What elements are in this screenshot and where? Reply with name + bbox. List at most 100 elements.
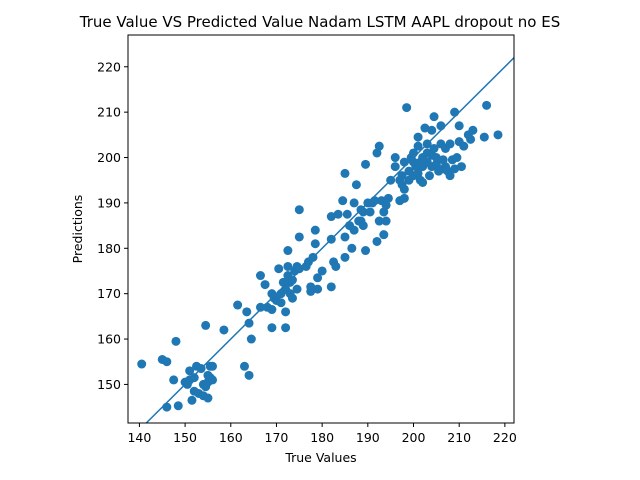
data-point [201,320,211,330]
data-point [169,375,179,385]
data-point [338,196,348,206]
data-point [468,125,478,135]
data-point [399,193,409,203]
data-point [185,366,195,376]
data-point [306,282,316,292]
y-tick-label: 150 [97,377,121,392]
plot-frame [127,34,515,424]
data-point [379,207,389,217]
chart-title: True Value VS Predicted Value Nadam LSTM… [79,13,561,31]
data-point [267,305,277,315]
data-point [365,207,375,217]
data-point [372,236,382,246]
data-point [278,277,288,287]
data-point [399,184,409,194]
data-point [427,125,437,135]
data-point [424,171,434,181]
y-axis-label: Predictions [70,195,85,264]
data-point [196,364,206,374]
x-tick-label: 140 [127,430,151,445]
data-point [326,282,336,292]
data-point [342,209,352,219]
x-axis: 140 150 160 170 180 190 200 210 220 [127,423,517,445]
data-point [454,121,464,131]
y-tick-label: 190 [97,195,121,210]
x-tick-label: 210 [447,430,471,445]
data-point [459,141,469,151]
data-point [173,401,183,411]
data-point [283,246,293,256]
data-point [399,157,409,167]
data-point [386,175,396,185]
data-point [493,130,503,140]
data-point [431,159,441,169]
data-point [452,153,462,163]
data-point [310,239,320,249]
data-point [361,159,371,169]
data-point [233,300,243,310]
data-point [479,132,489,142]
data-point [294,232,304,242]
data-point [374,141,384,151]
data-point [244,318,254,328]
data-point [326,212,336,222]
data-point [429,143,439,153]
data-point [347,243,357,253]
data-point [267,323,277,333]
data-point [255,271,265,281]
data-point [310,225,320,235]
data-point [208,375,218,385]
data-point [413,168,423,178]
y-axis: 150 160 170 180 190 200 210 220 [97,59,128,392]
data-point [429,112,439,122]
data-point [370,196,380,206]
data-point [281,323,291,333]
data-point [445,139,455,149]
data-point [255,302,265,312]
data-point [383,193,393,203]
data-point [420,123,430,133]
data-point [340,252,350,262]
data-point [422,139,432,149]
data-point [361,246,371,256]
data-point [276,298,286,308]
data-point [418,177,428,187]
data-point [431,153,441,163]
data-point [219,325,229,335]
data-point [313,273,323,283]
data-point [445,171,455,181]
data-point [450,107,460,117]
x-tick-label: 190 [356,430,380,445]
data-point [438,155,448,165]
data-point [466,134,476,144]
data-point [246,334,256,344]
data-point [317,266,327,276]
data-point [358,207,368,217]
data-point [331,261,341,271]
data-point [436,121,446,131]
data-point [390,162,400,172]
y-tick-label: 220 [97,59,121,74]
data-point [333,209,343,219]
data-point [292,284,302,294]
data-point [456,162,466,172]
data-point [409,148,419,158]
data-point [162,357,172,367]
data-point [351,180,361,190]
data-point [482,100,492,110]
data-point [294,264,304,274]
data-point [242,307,252,317]
data-point [326,234,336,244]
data-point [397,171,407,181]
x-tick-label: 220 [493,430,517,445]
data-point [450,164,460,174]
data-point [189,373,199,383]
data-point [390,153,400,163]
x-tick-label: 150 [173,430,197,445]
x-tick-label: 180 [310,430,334,445]
data-point [381,216,391,226]
data-point [137,359,147,369]
y-tick-label: 170 [97,286,121,301]
data-point [274,264,284,274]
